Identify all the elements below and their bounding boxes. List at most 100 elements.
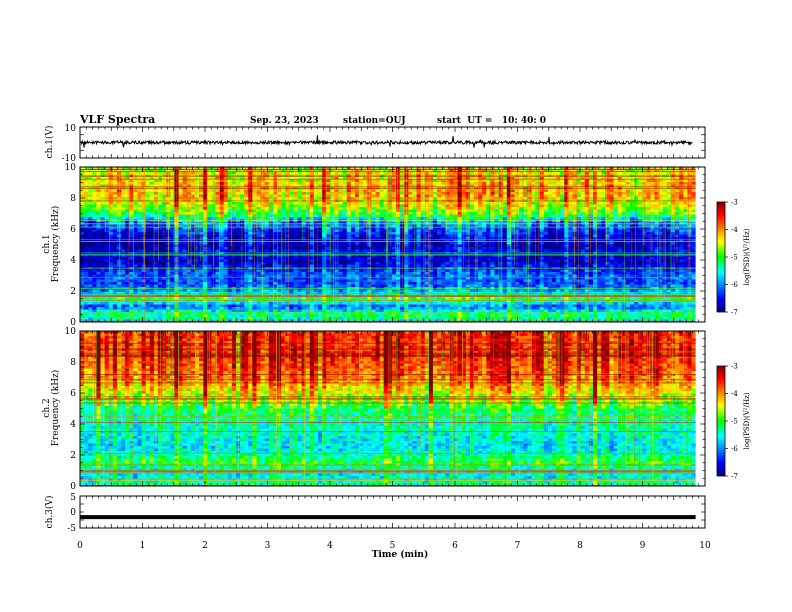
spectrogram-cell bbox=[231, 194, 237, 198]
spectrogram-cell bbox=[297, 279, 303, 283]
spectrogram-cell bbox=[182, 227, 188, 230]
spectrogram-cell bbox=[346, 257, 352, 260]
spectrogram-cell bbox=[289, 277, 294, 280]
spectrogram-cell bbox=[313, 219, 319, 223]
spectrogram-cell bbox=[248, 247, 253, 250]
spectrogram-cell bbox=[157, 219, 163, 223]
spectrogram-cell bbox=[207, 274, 212, 278]
spectrogram-cell bbox=[309, 257, 315, 260]
spectrogram-cell bbox=[268, 312, 274, 315]
spectrogram-cell bbox=[100, 209, 106, 213]
spectrogram-cell bbox=[363, 219, 368, 223]
spectrogram-cell bbox=[387, 209, 393, 213]
spectrogram-cell bbox=[326, 239, 331, 243]
spectrogram-cell bbox=[387, 272, 393, 275]
spectrogram-cell bbox=[268, 247, 274, 250]
spectrogram-cell bbox=[104, 292, 110, 295]
spectrogram-cell bbox=[297, 204, 303, 208]
spectrogram-cell bbox=[178, 284, 183, 288]
spectrogram-cell bbox=[182, 257, 188, 260]
spectrogram-cell bbox=[80, 194, 85, 198]
spectrogram-cell bbox=[383, 259, 389, 263]
spectrogram-cell bbox=[322, 212, 327, 215]
spectrogram-cell bbox=[215, 227, 220, 230]
spectrogram-cell bbox=[235, 237, 241, 240]
spectrogram-cell bbox=[318, 254, 323, 258]
spectrogram-cell bbox=[207, 214, 212, 218]
spectrogram-cell bbox=[125, 224, 130, 228]
spectrogram-cell bbox=[215, 304, 220, 308]
spectrogram-cell bbox=[281, 179, 286, 183]
spectrogram-cell bbox=[322, 272, 327, 275]
spectrogram-cell bbox=[371, 279, 376, 283]
spectrogram-cell bbox=[334, 257, 339, 260]
spectrogram-cell bbox=[125, 272, 130, 275]
spectrogram-cell bbox=[240, 259, 245, 263]
spectrogram-cell bbox=[367, 262, 372, 265]
spectrogram-cell bbox=[359, 227, 364, 230]
spectrogram-cell bbox=[108, 284, 114, 288]
spectrogram-cell bbox=[178, 194, 183, 198]
spectrogram-cell bbox=[178, 259, 183, 263]
spectrogram-cell bbox=[313, 269, 319, 273]
spectrogram-cell bbox=[305, 319, 311, 322]
spectrogram-cell bbox=[182, 317, 188, 320]
spectrogram-cell bbox=[256, 299, 261, 303]
spectrogram-cell bbox=[346, 284, 352, 288]
spectrogram-cell bbox=[190, 207, 196, 210]
spectrogram-cell bbox=[96, 247, 101, 250]
spectrogram-cell bbox=[264, 269, 270, 273]
spectrogram-cell bbox=[88, 194, 93, 198]
spectrogram-cell bbox=[190, 304, 196, 308]
spectrogram-cell bbox=[104, 219, 110, 223]
spectrogram-cell bbox=[149, 312, 155, 315]
spectrogram-cell bbox=[330, 167, 335, 170]
spectrogram-cell bbox=[199, 219, 204, 223]
spectrogram-cell bbox=[157, 299, 163, 303]
spectrogram-cell bbox=[235, 169, 241, 173]
spectrogram-cell bbox=[326, 234, 331, 238]
spectrogram-cell bbox=[371, 312, 376, 315]
spectrogram-cell bbox=[182, 254, 188, 258]
spectrogram-cell bbox=[203, 312, 208, 315]
spectrogram-cell bbox=[108, 234, 114, 238]
spectrogram-cell bbox=[342, 289, 348, 293]
spectrogram-cell bbox=[207, 192, 212, 195]
spectrogram-cell bbox=[297, 314, 303, 318]
spectrogram-cell bbox=[170, 242, 175, 245]
spectrogram-cell bbox=[84, 299, 89, 303]
spectrogram-cell bbox=[145, 309, 151, 313]
spectrogram-cell bbox=[277, 184, 282, 188]
spectrogram-cell bbox=[346, 194, 352, 198]
spectrogram-cell bbox=[219, 317, 225, 320]
spectrogram-cell bbox=[375, 307, 380, 310]
spectrogram-cell bbox=[215, 249, 220, 253]
spectrogram-cell bbox=[125, 269, 130, 273]
spectrogram-cell bbox=[322, 277, 327, 280]
spectrogram-cell bbox=[248, 259, 253, 263]
spectrogram-cell bbox=[375, 217, 380, 220]
spectrogram-cell bbox=[318, 229, 323, 233]
spectrogram-cell bbox=[375, 197, 380, 200]
spectrogram-cell bbox=[207, 282, 212, 285]
spectrogram-cell bbox=[309, 277, 315, 280]
spectrogram-cell bbox=[149, 257, 155, 260]
spectrogram-cell bbox=[301, 299, 307, 303]
spectrogram-cell bbox=[100, 249, 106, 253]
spectrogram-cell bbox=[96, 194, 101, 198]
spectrogram-cell bbox=[178, 237, 183, 240]
spectrogram-cell bbox=[244, 167, 249, 170]
spectrogram-cell bbox=[194, 239, 200, 243]
spectrogram-cell bbox=[272, 209, 278, 213]
spectrogram-cell bbox=[108, 214, 114, 218]
spectrogram-cell bbox=[293, 259, 298, 263]
spectrogram-cell bbox=[121, 197, 126, 200]
spectrogram-cell bbox=[203, 214, 208, 218]
spectrogram-cell bbox=[346, 269, 352, 273]
spectrogram-cell bbox=[285, 319, 290, 322]
spectrogram-cell bbox=[387, 177, 393, 180]
spectrogram-cell bbox=[281, 274, 286, 278]
spectrogram-cell bbox=[354, 179, 360, 183]
spectrogram-cell bbox=[285, 182, 290, 185]
spectrogram-cell bbox=[318, 169, 323, 173]
